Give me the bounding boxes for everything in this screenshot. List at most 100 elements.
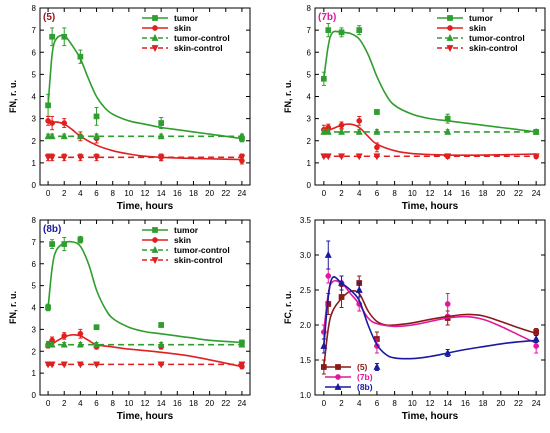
data-point: [356, 27, 363, 33]
x-tick-label: 22: [514, 189, 523, 198]
x-tick-label: 0: [46, 399, 51, 408]
y-tick-label: 1: [32, 159, 37, 168]
data-point: [49, 120, 55, 126]
y-tick-label: 1.5: [300, 356, 312, 365]
series-tumor-control: [44, 132, 246, 140]
series-line: [323, 290, 537, 368]
chart-panel-4: 0 2 4 6 8 10 12 14 16 18 20 22 241.01.52.02.53.03.5T…: [283, 216, 546, 422]
legend-label: tumor: [174, 13, 199, 23]
y-tick-label: 0: [307, 181, 312, 190]
legend-label: tumor: [174, 225, 199, 235]
legend-marker: [151, 33, 159, 41]
y-tick-label: 3: [32, 325, 37, 334]
x-tick-label: 4: [357, 189, 362, 198]
x-tick-label: 16: [461, 189, 470, 198]
y-tick-label: 4: [32, 304, 37, 313]
x-tick-label: 14: [157, 399, 166, 408]
data-point: [532, 127, 540, 135]
y-tick-label: 8: [32, 4, 37, 13]
data-point: [373, 127, 381, 135]
data-point: [157, 154, 165, 162]
series-skin: [320, 115, 540, 160]
data-point: [325, 273, 332, 279]
x-tick-label: 24: [532, 189, 541, 198]
data-point: [157, 340, 165, 348]
legend-label: tumor-control: [174, 33, 230, 43]
series-line: [323, 276, 537, 360]
plot-frame: [314, 219, 546, 396]
data-point: [320, 75, 327, 82]
legend-item: (7b): [325, 372, 373, 382]
x-tick-label: 24: [237, 399, 246, 408]
data-point: [76, 340, 84, 348]
legend-marker: [152, 237, 158, 243]
series-tumor: [45, 235, 245, 346]
data-point: [45, 304, 51, 311]
data-point: [49, 33, 55, 40]
legend-item: skin-control: [142, 43, 223, 53]
y-tick-label: 8: [32, 216, 37, 225]
series-line: [47, 121, 242, 161]
y-tick-label: 5: [32, 282, 37, 291]
y-tick-label: 6: [32, 48, 37, 57]
x-tick-label: 2: [339, 189, 344, 198]
series-skin-control: [44, 153, 246, 162]
y-tick-label: 7: [32, 26, 37, 35]
data-point: [158, 322, 165, 328]
x-tick-label: 22: [221, 189, 230, 198]
data-point: [77, 330, 84, 337]
data-point: [93, 113, 100, 120]
data-point: [355, 127, 363, 135]
legend-marker: [152, 15, 158, 21]
panel-label: (7b): [318, 12, 336, 23]
legend-marker: [446, 33, 454, 41]
legend-item: tumor-control: [437, 33, 525, 43]
legend-item: tumor: [437, 13, 494, 23]
legend-marker: [151, 257, 159, 265]
y-tick-label: 2.5: [300, 286, 312, 295]
x-tick-label: 22: [221, 399, 230, 408]
x-tick-label: 2: [62, 189, 67, 198]
legend-label: skin: [469, 23, 486, 33]
data-point: [320, 127, 328, 135]
y-tick-label: 3.5: [300, 216, 312, 225]
data-point: [373, 362, 381, 370]
data-point: [355, 285, 363, 293]
y-tick-label: 3.0: [300, 251, 312, 260]
data-point: [238, 361, 246, 369]
data-point: [60, 340, 68, 348]
legend-item: skin: [142, 235, 191, 245]
data-point: [93, 340, 101, 348]
data-point: [158, 120, 165, 126]
x-tick-label: 0: [322, 189, 327, 198]
series-skin: [45, 328, 245, 370]
legend-marker: [335, 364, 341, 370]
x-tick-label: 16: [461, 399, 470, 408]
series-skin-control: [320, 153, 540, 161]
x-tick-label: 6: [94, 189, 99, 198]
data-point: [324, 127, 332, 135]
x-tick-label: 14: [443, 189, 452, 198]
x-tick-label: 6: [375, 189, 380, 198]
data-point: [48, 132, 56, 140]
x-tick-label: 14: [443, 399, 452, 408]
x-tick-label: 16: [173, 399, 182, 408]
data-point: [338, 294, 345, 300]
data-point: [338, 29, 345, 36]
legend-marker: [447, 15, 453, 21]
data-point: [61, 120, 68, 126]
data-point: [324, 250, 332, 258]
panel-label: (8b): [43, 224, 61, 235]
x-tick-label: 2: [339, 399, 344, 408]
series-tumor-control: [44, 340, 246, 348]
y-tick-label: 5: [32, 70, 37, 79]
data-point: [76, 154, 84, 162]
data-point: [356, 117, 363, 124]
data-point: [49, 241, 55, 247]
data-point: [93, 154, 101, 162]
legend-item: tumor-control: [142, 245, 230, 255]
y-tick-label: 0: [32, 181, 37, 190]
